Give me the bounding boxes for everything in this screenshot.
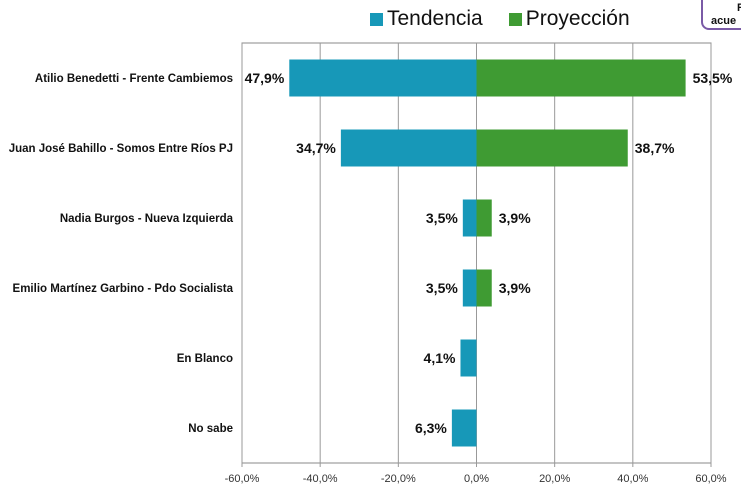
category-label: Atilio Benedetti - Frente Cambiemos [35, 73, 233, 85]
bar-tendencia [451, 409, 477, 447]
data-label: 38,7% [635, 140, 675, 156]
category-label: Emilio Martínez Garbino - Pdo Socialista [13, 283, 234, 295]
bar-tendencia [289, 59, 477, 97]
legend-label-proyeccion: Proyección [525, 7, 630, 30]
data-label: 6,3% [415, 420, 447, 436]
x-tick-label: 60,0% [695, 473, 726, 485]
data-label: 3,9% [499, 280, 531, 296]
data-label: 53,5% [693, 70, 733, 86]
legend: Tendencia Proyección [370, 7, 630, 31]
legend-swatch-tendencia [370, 12, 383, 26]
bar-tendencia [462, 269, 477, 307]
x-tick-label: 0,0% [464, 473, 489, 485]
bar-proyeccion [476, 129, 628, 167]
data-label: 47,9% [245, 70, 285, 86]
x-tick-label: 20,0% [539, 473, 570, 485]
legend-label-tendencia: Tendencia [387, 7, 483, 30]
x-tick-label: -20,0% [381, 473, 416, 485]
category-label: Nadia Burgos - Nueva Izquierda [60, 213, 234, 225]
legend-swatch-proyeccion [508, 12, 522, 26]
legend-item-tendencia: Tendencia [370, 7, 483, 31]
category-label: No sabe [188, 423, 233, 435]
data-label: 3,9% [499, 210, 531, 226]
bar-proyeccion [476, 269, 492, 307]
category-label: Juan José Bahillo - Somos Entre Ríos PJ [9, 143, 233, 155]
bar-tendencia [460, 339, 477, 377]
bar-proyeccion [476, 59, 686, 97]
x-tick-label: -60,0% [225, 473, 260, 485]
data-label: 3,5% [426, 210, 458, 226]
legend-item-proyeccion: Proyección [508, 7, 630, 31]
category-label: En Blanco [177, 353, 233, 365]
note-line-1: Ra [736, 2, 741, 14]
bar-tendencia [462, 199, 477, 237]
note-line-2: acue [711, 15, 737, 27]
bar-proyeccion [476, 199, 492, 237]
data-label: 4,1% [424, 350, 456, 366]
x-tick-label: 40,0% [617, 473, 648, 485]
bar-tendencia [340, 129, 477, 167]
x-tick-label: -40,0% [303, 473, 338, 485]
data-label: 34,7% [296, 140, 336, 156]
note-box: Ra acue [701, 0, 741, 30]
data-label: 3,5% [426, 280, 458, 296]
